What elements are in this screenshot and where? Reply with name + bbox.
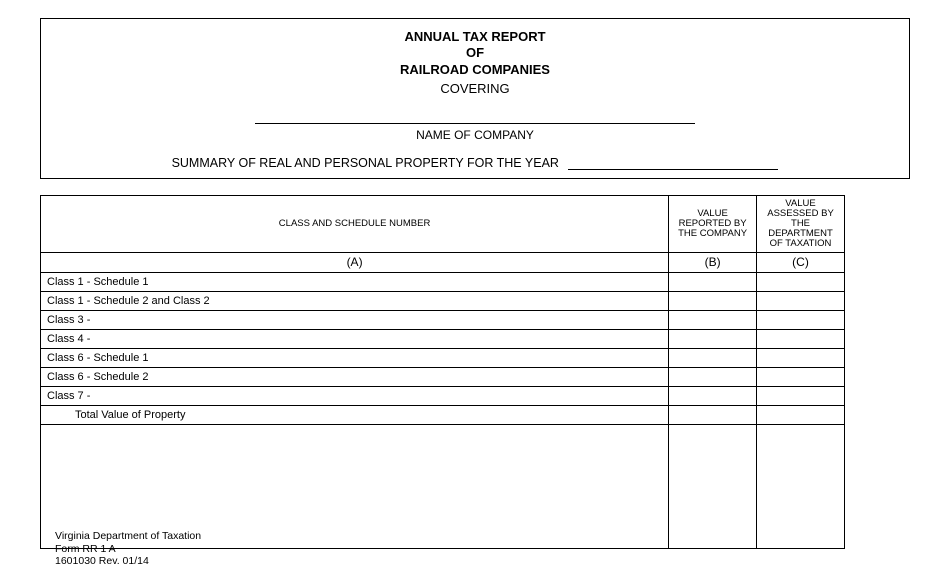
- col-b-letter: (B): [669, 252, 757, 272]
- row-label: Class 6 - Schedule 1: [41, 348, 669, 367]
- form-footer: Virginia Department of Taxation Form RR …: [55, 530, 201, 568]
- summary-row: SUMMARY OF REAL AND PERSONAL PROPERTY FO…: [41, 156, 909, 170]
- row-value-b[interactable]: [669, 310, 757, 329]
- table-row: Class 6 - Schedule 1: [41, 348, 845, 367]
- table-row: Class 6 - Schedule 2: [41, 367, 845, 386]
- table-body: Class 1 - Schedule 1 Class 1 - Schedule …: [41, 272, 845, 548]
- table-row: Class 7 -: [41, 386, 845, 405]
- footer-form: Form RR 1 A: [55, 543, 201, 556]
- property-table: CLASS AND SCHEDULE NUMBER VALUE REPORTED…: [40, 195, 845, 549]
- summary-label: SUMMARY OF REAL AND PERSONAL PROPERTY FO…: [172, 156, 559, 170]
- covering-label: COVERING: [41, 81, 909, 96]
- row-value-c[interactable]: [757, 272, 845, 291]
- title-block: ANNUAL TAX REPORT OF RAILROAD COMPANIES …: [41, 29, 909, 170]
- title-line-2: OF: [41, 45, 909, 61]
- row-label: Class 1 - Schedule 2 and Class 2: [41, 291, 669, 310]
- company-name-label: NAME OF COMPANY: [41, 128, 909, 142]
- row-label: Class 3 -: [41, 310, 669, 329]
- row-label: Class 6 - Schedule 2: [41, 367, 669, 386]
- row-value-c[interactable]: [757, 310, 845, 329]
- row-value-c[interactable]: [757, 348, 845, 367]
- row-value-b[interactable]: [669, 329, 757, 348]
- row-value-c[interactable]: [757, 367, 845, 386]
- footer-rev: 1601030 Rev. 01/14: [55, 555, 201, 568]
- table-row: Class 1 - Schedule 1: [41, 272, 845, 291]
- table-row: Class 1 - Schedule 2 and Class 2: [41, 291, 845, 310]
- table-header-row: CLASS AND SCHEDULE NUMBER VALUE REPORTED…: [41, 196, 845, 253]
- row-value-b[interactable]: [669, 386, 757, 405]
- table-letter-row: (A) (B) (C): [41, 252, 845, 272]
- col-c-letter: (C): [757, 252, 845, 272]
- total-value-b[interactable]: [669, 405, 757, 424]
- form-header-box: ANNUAL TAX REPORT OF RAILROAD COMPANIES …: [40, 18, 910, 179]
- row-value-b[interactable]: [669, 291, 757, 310]
- col-c-header: VALUE ASSESSED BY THE DEPARTMENT OF TAXA…: [757, 196, 845, 253]
- row-label: Class 7 -: [41, 386, 669, 405]
- total-row: Total Value of Property: [41, 405, 845, 424]
- row-value-c[interactable]: [757, 329, 845, 348]
- row-label: Class 4 -: [41, 329, 669, 348]
- row-label: Class 1 - Schedule 1: [41, 272, 669, 291]
- total-label: Total Value of Property: [41, 405, 669, 424]
- col-a-header: CLASS AND SCHEDULE NUMBER: [41, 196, 669, 253]
- row-value-b[interactable]: [669, 272, 757, 291]
- table-row: Class 3 -: [41, 310, 845, 329]
- row-value-c[interactable]: [757, 291, 845, 310]
- col-b-header: VALUE REPORTED BY THE COMPANY: [669, 196, 757, 253]
- company-name-line[interactable]: [255, 110, 695, 124]
- spacer-c: [757, 424, 845, 548]
- table-row: Class 4 -: [41, 329, 845, 348]
- col-a-letter: (A): [41, 252, 669, 272]
- title-line-1: ANNUAL TAX REPORT: [41, 29, 909, 45]
- title-line-3: RAILROAD COMPANIES: [41, 62, 909, 78]
- row-value-c[interactable]: [757, 386, 845, 405]
- footer-dept: Virginia Department of Taxation: [55, 530, 201, 543]
- row-value-b[interactable]: [669, 348, 757, 367]
- spacer-b: [669, 424, 757, 548]
- row-value-b[interactable]: [669, 367, 757, 386]
- year-line[interactable]: [568, 169, 778, 170]
- total-value-c[interactable]: [757, 405, 845, 424]
